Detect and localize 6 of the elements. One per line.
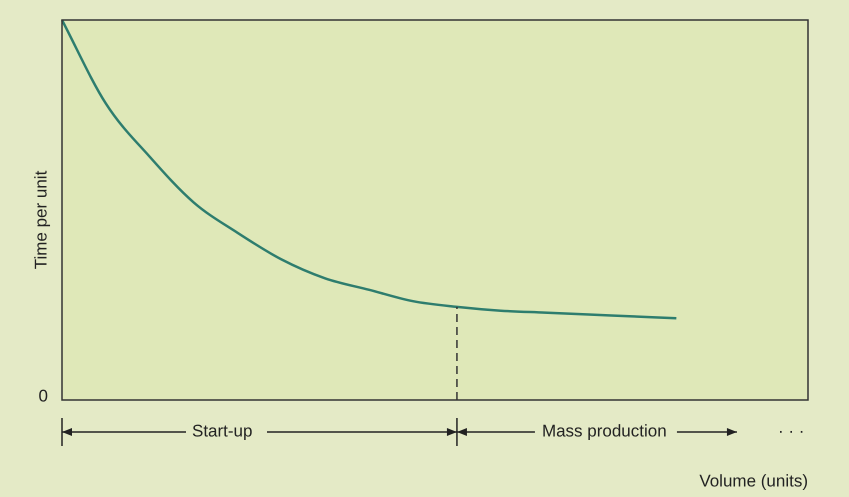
y-axis-title: Time per unit — [32, 170, 51, 270]
x-axis-title: Volume (units) — [699, 472, 808, 491]
text: Start-up — [192, 422, 252, 441]
text: Mass production — [542, 422, 667, 441]
text: 0 — [38, 386, 48, 406]
text: · · · — [778, 422, 804, 441]
